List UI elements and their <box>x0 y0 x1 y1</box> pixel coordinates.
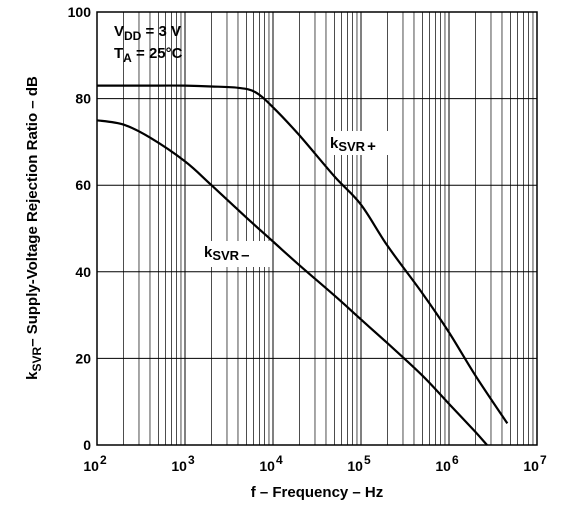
series-label-plus-suffix: + <box>367 138 376 155</box>
x-tick-base: 10 <box>347 458 363 474</box>
condition-vdd-sub: DD <box>124 29 142 43</box>
x-tick-base: 10 <box>171 458 187 474</box>
x-tick-base: 10 <box>435 458 451 474</box>
x-tick-label: 107 <box>523 453 547 474</box>
series-label-plus-bg <box>328 131 390 155</box>
series-label-plus-base: k <box>330 135 339 152</box>
y-tick-label: 80 <box>75 91 91 107</box>
y-tick-label: 0 <box>83 437 91 453</box>
series-label-plus-sub: SVR <box>338 139 365 154</box>
x-tick-exp: 5 <box>364 453 371 467</box>
y-tick-label: 100 <box>68 4 92 20</box>
x-tick-label: 102 <box>83 453 107 474</box>
series-line-ksvr-plus <box>97 84 509 425</box>
y-tick-label: 40 <box>75 264 91 280</box>
condition-vdd: VDD = 3 V <box>114 23 181 43</box>
series-label-minus-sub: SVR <box>212 248 239 263</box>
x-tick-label: 106 <box>435 453 459 474</box>
svg-text:kSVR+: kSVR + <box>330 135 376 155</box>
x-tick-exp: 7 <box>540 453 547 467</box>
condition-ta-rest: = 25°C <box>132 45 183 62</box>
condition-vdd-rest: = 3 V <box>141 23 181 40</box>
x-tick-label: 104 <box>259 453 283 474</box>
series-line-ksvr-minus <box>96 119 488 446</box>
plot-lines <box>96 84 509 446</box>
series-label-minus-suffix: – <box>241 247 249 264</box>
y-axis-label-base: k <box>24 371 41 380</box>
x-tick-exp: 2 <box>100 453 107 467</box>
x-tick-label: 103 <box>171 453 195 474</box>
plot-frame <box>96 11 538 446</box>
condition-vdd-base: V <box>114 23 124 40</box>
x-tick-exp: 6 <box>452 453 459 467</box>
y-axis-label-sub: SVR <box>30 346 44 371</box>
x-axis-label: f – Frequency – Hz <box>251 484 384 501</box>
x-tick-base: 10 <box>83 458 99 474</box>
x-tick-exp: 4 <box>276 453 283 467</box>
x-tick-exp: 3 <box>188 453 195 467</box>
series-label-ksvr-minus: kSVR – <box>202 241 270 267</box>
y-tick-label: 20 <box>75 350 91 366</box>
condition-ta-base: T <box>114 45 123 62</box>
x-tick-label: 105 <box>347 453 371 474</box>
y-axis-label: kSVR– Supply-Voltage Rejection Ratio – d… <box>24 76 44 380</box>
svg-text:kSVR–: kSVR – <box>204 244 249 264</box>
x-tick-base: 10 <box>523 458 539 474</box>
series-label-ksvr-plus: kSVR + <box>328 131 390 155</box>
y-tick-labels: 0 20 40 60 80 100 <box>68 4 92 453</box>
series-label-minus-base: k <box>204 244 213 261</box>
condition-ta: TA = 25°C <box>114 45 183 65</box>
y-axis-label-rest: – Supply-Voltage Rejection Ratio – dB <box>24 76 41 347</box>
series-label-minus-bg <box>202 241 270 267</box>
condition-ta-sub: A <box>123 51 132 65</box>
x-tick-labels: 102 103 104 105 106 107 <box>83 453 547 474</box>
y-tick-label: 60 <box>75 177 91 193</box>
x-tick-base: 10 <box>259 458 275 474</box>
grid <box>97 12 537 445</box>
